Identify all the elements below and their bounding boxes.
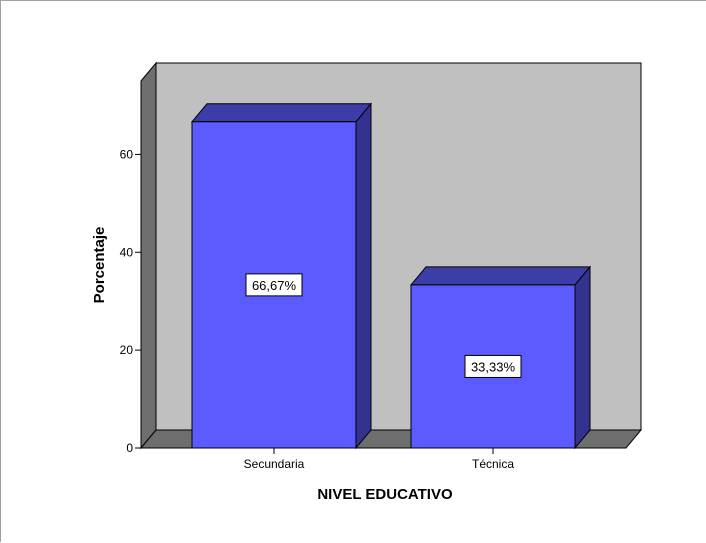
bar-top (190, 103, 373, 123)
x-axis-ticks: Secundaria Técnica (244, 448, 514, 471)
y-tick-label: 60 (120, 147, 134, 161)
data-label-box (464, 354, 522, 378)
side-wall (140, 61, 157, 450)
data-label: 33,33% (471, 359, 516, 374)
bar-side (574, 265, 591, 450)
data-label: 66,67% (252, 278, 297, 293)
x-tick-label: Secundaria (244, 457, 305, 471)
bar-top (409, 266, 592, 286)
y-tick-label: 0 (126, 441, 133, 455)
x-tick-label: Técnica (472, 457, 514, 471)
y-axis: 0 20 40 60 (120, 81, 142, 455)
bar-1: 66,67% (190, 102, 373, 450)
y-tick-label: 20 (120, 343, 134, 357)
bars: 66,67% 33,33% (190, 102, 592, 450)
x-axis-title: NIVEL EDUCATIVO (317, 486, 453, 503)
bar-2: 33,33% (409, 265, 592, 450)
y-axis-title: Porcentaje (91, 227, 108, 304)
data-label-box (245, 273, 303, 297)
y-tick-label: 40 (120, 245, 134, 259)
bar-side (355, 102, 372, 450)
